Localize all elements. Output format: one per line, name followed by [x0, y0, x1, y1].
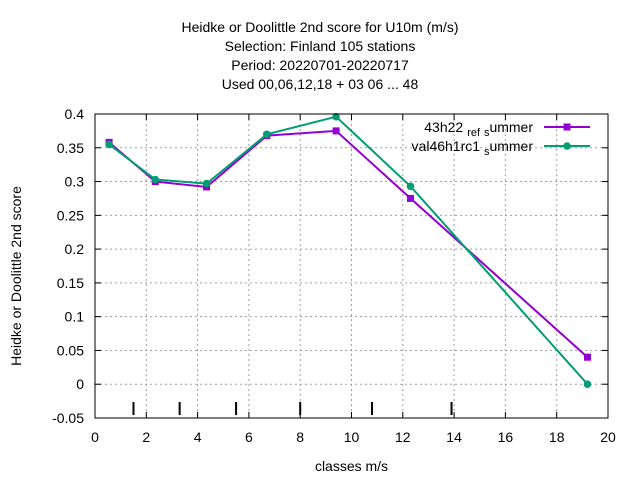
y-tick-label: 0.3 — [65, 174, 85, 190]
data-point — [583, 380, 592, 389]
x-tick-label: 6 — [245, 429, 253, 445]
x-tick-label: 18 — [549, 429, 565, 445]
y-tick-label: 0.1 — [65, 309, 85, 325]
y-tick-label: 0.15 — [57, 275, 84, 291]
data-point — [563, 142, 571, 150]
y-tick-label: 0.35 — [57, 140, 84, 156]
data-point — [202, 179, 211, 188]
series-43h22 — [105, 127, 591, 361]
axis-ticks: 0 2 4 6 8 10 12 14 16 18 20 -0.05 0 0.05 0.1 0.15 0.2 0.2… — [52, 106, 616, 445]
y-tick-label: -0.05 — [52, 410, 84, 426]
y-tick-label: 0.2 — [65, 241, 85, 257]
series-line — [108, 115, 589, 385]
x-tick-label: 14 — [446, 429, 462, 445]
y-tick-label: 0 — [76, 376, 84, 392]
x-tick-label: 16 — [498, 429, 514, 445]
x-tick-label: 10 — [344, 429, 360, 445]
series-val46h1rc1 — [105, 112, 592, 389]
data-point — [406, 182, 415, 191]
data-point — [151, 175, 160, 184]
y-axis-label: Heidke or Doolittle 2nd score — [8, 186, 24, 366]
grid-lines — [95, 114, 608, 418]
x-tick-label: 8 — [296, 429, 304, 445]
data-point — [406, 194, 414, 202]
legend-label: val46h1rc1 summer — [412, 138, 534, 158]
legend-label: 43h22 ref summer — [424, 119, 533, 139]
class-markers — [132, 402, 453, 415]
x-tick-label: 4 — [194, 429, 202, 445]
chart-title-line-2: Selection: Finland 105 stations — [224, 38, 416, 54]
data-point — [332, 112, 340, 121]
series-line — [108, 129, 589, 358]
series-layer — [105, 112, 592, 389]
x-axis-label: classes m/s — [315, 458, 388, 474]
data-point — [105, 140, 113, 149]
chart-title-line-4: Used 00,06,12,18 + 03 06 ... 48 — [221, 76, 419, 92]
data-point — [332, 127, 340, 135]
data-point — [263, 130, 271, 139]
x-tick-label: 0 — [91, 429, 99, 445]
x-tick-label: 2 — [142, 429, 150, 445]
y-tick-label: 0.4 — [65, 106, 85, 122]
x-tick-label: 12 — [395, 429, 411, 445]
data-point — [583, 353, 591, 361]
chart-title-line-1: Heidke or Doolittle 2nd score for U10m (… — [181, 19, 459, 35]
y-tick-label: 0.05 — [57, 342, 84, 358]
data-point — [563, 123, 571, 131]
x-tick-label: 20 — [600, 429, 616, 445]
chart-title-line-3: Period: 20220701-20220717 — [231, 57, 409, 73]
y-tick-label: 0.25 — [57, 207, 84, 223]
